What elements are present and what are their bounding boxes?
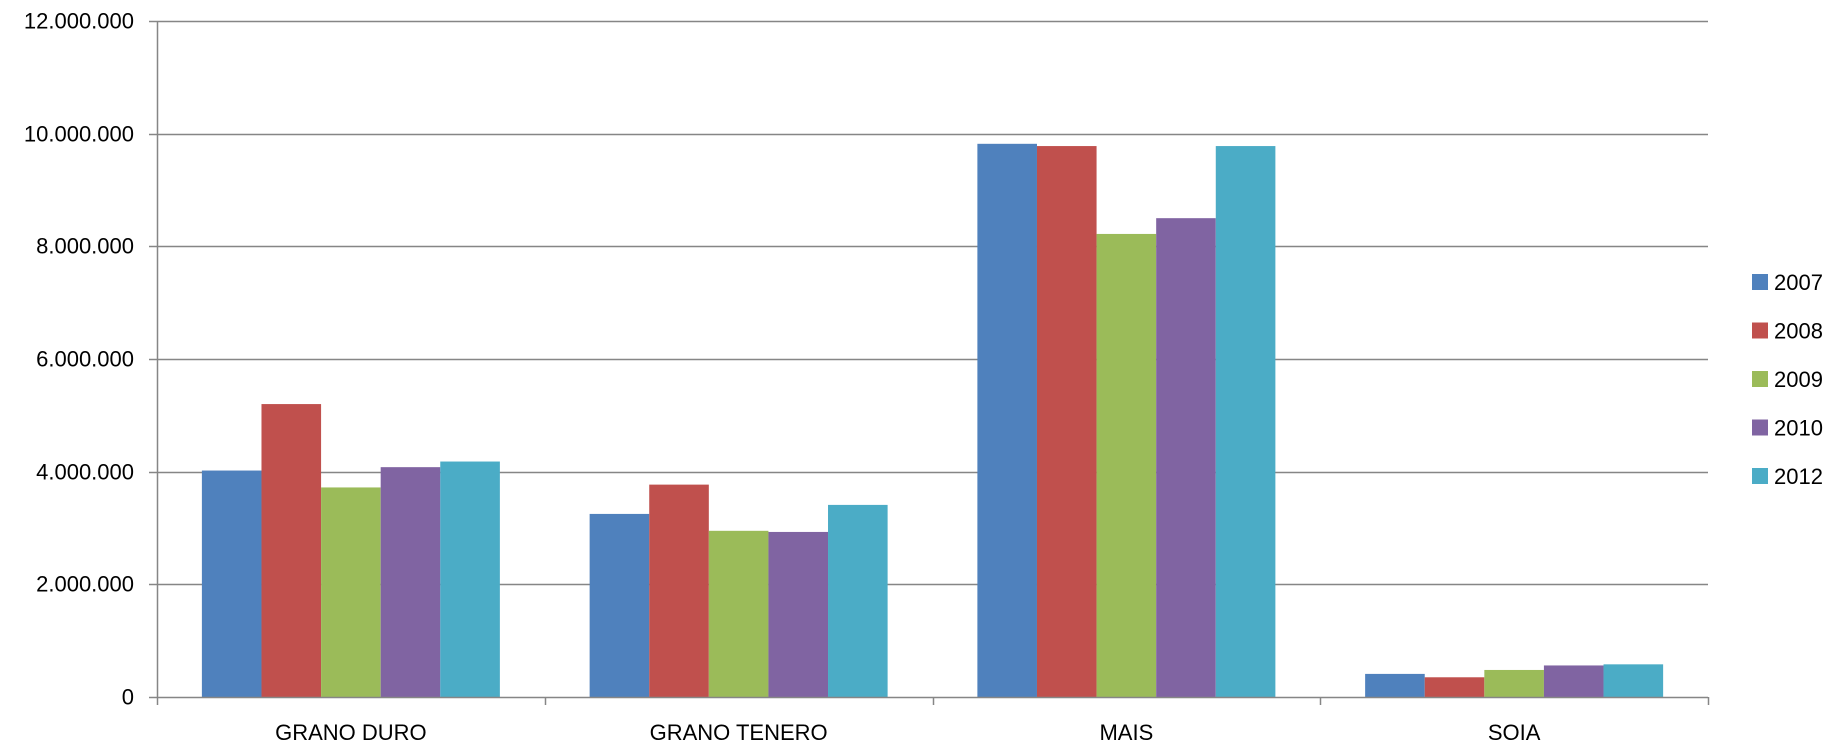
y-tick-label: 8.000.000 <box>36 234 134 259</box>
bar-soia-2012 <box>1603 664 1664 697</box>
bar-soia-2009 <box>1484 669 1544 697</box>
legend-swatch <box>1752 274 1768 290</box>
y-tick-labels: 0 2.000.000 4.000.000 6.000.000 8.000.000 10.… <box>24 9 134 710</box>
x-category-label: GRANO TENERO <box>650 720 828 743</box>
bar-grano-tenero-2009 <box>708 530 769 697</box>
legend-swatch <box>1752 371 1768 387</box>
bar-soia-2007 <box>1365 673 1425 697</box>
bar-grano-duro-2012 <box>440 461 500 697</box>
bar-mais-2010 <box>1156 218 1216 698</box>
x-category-label: SOIA <box>1488 720 1541 743</box>
legend-label: 2008 <box>1774 319 1823 344</box>
y-tick-label: 0 <box>122 685 134 710</box>
y-tick-label: 4.000.000 <box>36 460 134 485</box>
legend-swatch <box>1752 322 1768 339</box>
bar-mais-2012 <box>1215 146 1276 697</box>
y-tick-label: 6.000.000 <box>36 347 134 372</box>
bar-soia-2010 <box>1543 665 1604 697</box>
y-tick-label: 2.000.000 <box>36 572 134 597</box>
y-tick-label: 12.000.000 <box>24 9 134 34</box>
y-tick-label: 10.000.000 <box>24 122 134 147</box>
legend-label: 2009 <box>1774 367 1823 392</box>
bar-grano-duro-2010 <box>380 467 441 697</box>
legend: 2007 2008 2009 2010 2012 <box>1752 270 1823 489</box>
bar-grano-tenero-2007 <box>589 513 650 697</box>
bar-grano-tenero-2010 <box>768 531 829 697</box>
bar-mais-2007 <box>977 143 1037 697</box>
bar-grano-tenero-2012 <box>828 504 888 697</box>
legend-swatch <box>1752 419 1768 436</box>
bar-mais-2008 <box>1036 146 1097 697</box>
legend-label: 2012 <box>1774 464 1823 489</box>
bar-mais-2009 <box>1096 233 1157 697</box>
bars <box>201 143 1664 698</box>
bar-grano-tenero-2008 <box>649 484 709 697</box>
bar-soia-2008 <box>1424 677 1485 697</box>
bar-grano-duro-2009 <box>321 487 381 697</box>
bar-grano-duro-2008 <box>261 404 322 697</box>
legend-label: 2007 <box>1774 270 1823 295</box>
axes <box>149 20 1710 705</box>
x-category-label: MAIS <box>1099 720 1153 743</box>
x-category-label: GRANO DURO <box>275 720 427 743</box>
bar-grano-duro-2007 <box>201 470 262 697</box>
legend-label: 2010 <box>1774 416 1823 441</box>
x-category-labels: GRANO DURO GRANO TENERO MAIS SOIA <box>275 720 1541 743</box>
legend-swatch <box>1752 468 1768 484</box>
